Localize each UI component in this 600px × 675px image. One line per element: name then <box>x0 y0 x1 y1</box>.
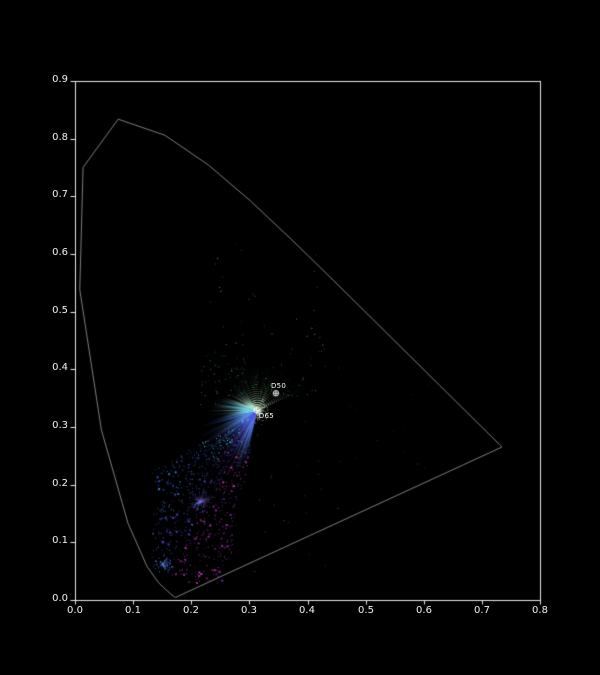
x-tick-label: 0.5 <box>358 605 374 616</box>
x-tick-label: 0.4 <box>299 605 315 616</box>
x-tick-label: 0.2 <box>183 605 199 616</box>
x-tick-label: 0.6 <box>416 605 432 616</box>
y-tick-label: 0.6 <box>52 247 68 258</box>
x-tick-label: 0.1 <box>125 605 141 616</box>
y-tick-label: 0.7 <box>52 189 68 200</box>
y-tick-label: 0.9 <box>52 74 68 85</box>
d50-annotation-label: D50 <box>270 382 287 391</box>
y-tick-label: 0.5 <box>52 305 68 316</box>
x-tick-label: 0.7 <box>474 605 490 616</box>
x-tick-label: 0.3 <box>241 605 257 616</box>
x-tick-label: 0.0 <box>67 605 83 616</box>
y-tick-label: 0.1 <box>52 535 68 546</box>
y-tick-label: 0.0 <box>52 593 68 604</box>
y-tick-label: 0.4 <box>52 362 68 373</box>
d65-annotation-label: D65 <box>258 412 274 421</box>
y-tick-label: 0.8 <box>52 132 68 143</box>
x-tick-label: 0.8 <box>532 605 548 616</box>
y-tick-label: 0.3 <box>52 420 68 431</box>
y-tick-label: 0.2 <box>52 478 68 489</box>
